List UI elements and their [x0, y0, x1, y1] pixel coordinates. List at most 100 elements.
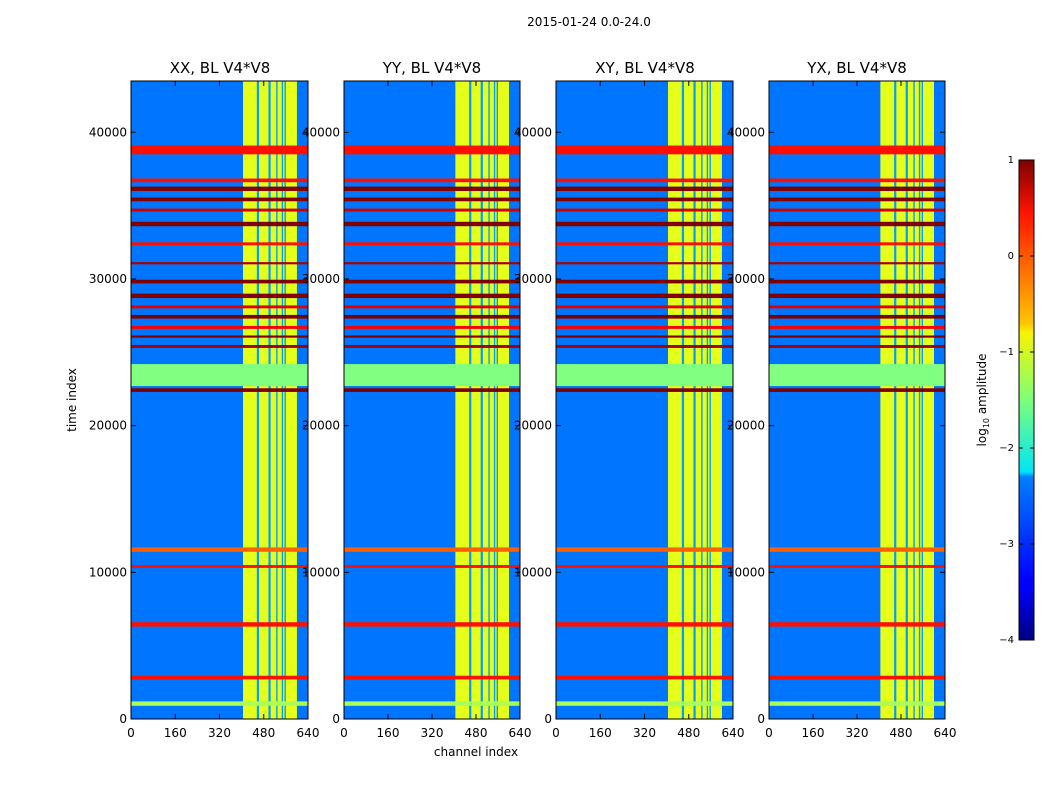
- x-tick-label: 160: [164, 726, 187, 740]
- x-tick-label: 160: [802, 726, 825, 740]
- panel: YX, BL V4*V8 0 10000 20000 30000 40000 0 160 3…: [727, 59, 957, 740]
- y-tick-label: 10000: [89, 565, 127, 579]
- x-tick-label: 320: [846, 726, 869, 740]
- y-tick-label: 20000: [727, 419, 765, 433]
- y-tick-label: 40000: [302, 125, 340, 139]
- colorbar-tick-label: −2: [999, 443, 1014, 454]
- rfi-row: [344, 293, 520, 299]
- channel-gap: [709, 81, 711, 719]
- rfi-row: [131, 565, 308, 568]
- rfi-row: [344, 675, 520, 680]
- y-tick-label: 10000: [727, 565, 765, 579]
- colorbar-tick-label: −4: [999, 635, 1014, 646]
- colorbar-gradient: [1018, 159, 1035, 641]
- y-ticks: 0 10000 20000 30000 40000: [514, 125, 733, 726]
- rfi-row: [556, 293, 733, 299]
- rfi-row: [131, 701, 308, 706]
- channel-gap: [281, 81, 284, 719]
- rfi-row: [344, 221, 520, 227]
- rfi-row: [556, 622, 733, 627]
- rfi-row: [769, 186, 945, 191]
- rfi-row: [344, 242, 520, 246]
- y-ticks: 0 10000 20000 30000 40000: [727, 125, 945, 726]
- x-tick-label: 640: [722, 726, 745, 740]
- panel: XX, BL V4*V8 0 10000 20000 30000 40000 0 160 3…: [89, 59, 320, 740]
- channel-gap: [681, 81, 685, 719]
- flag-band: [556, 364, 733, 387]
- rfi-row: [131, 675, 308, 680]
- channel-gap: [276, 81, 278, 719]
- rfi-row: [556, 701, 733, 706]
- x-tick-label: 320: [633, 726, 656, 740]
- rfi-row: [131, 345, 308, 348]
- rfi-row: [769, 145, 945, 155]
- x-tick-label: 0: [552, 726, 560, 740]
- rfi-row: [344, 262, 520, 265]
- heatmap-image: [131, 81, 308, 719]
- colorbar-tick-label: −1: [999, 347, 1014, 358]
- y-tick-label: 40000: [89, 125, 127, 139]
- channel-gap: [496, 81, 498, 719]
- rfi-row: [769, 242, 945, 246]
- rfi-row: [131, 186, 308, 191]
- y-tick-label: 40000: [727, 125, 765, 139]
- rfi-row: [769, 314, 945, 319]
- panel-title: YX, BL V4*V8: [806, 59, 907, 77]
- colorbar-tick-label: 0: [1008, 251, 1014, 262]
- channel-gap: [921, 81, 923, 719]
- y-tick-label: 10000: [302, 565, 340, 579]
- channel-gap: [918, 81, 921, 719]
- rfi-row: [769, 325, 945, 329]
- rfi-row: [131, 262, 308, 265]
- rfi-row: [769, 262, 945, 265]
- rfi-row: [556, 242, 733, 246]
- rfi-row: [344, 145, 520, 155]
- rfi-row: [769, 622, 945, 627]
- x-tick-label: 480: [890, 726, 913, 740]
- panel-title: XX, BL V4*V8: [170, 59, 271, 77]
- y-tick-label: 20000: [302, 419, 340, 433]
- rfi-row: [556, 388, 733, 392]
- rfi-row: [131, 197, 308, 202]
- rfi-row: [344, 305, 520, 309]
- rfi-row: [344, 314, 520, 319]
- channel-gap: [913, 81, 915, 719]
- colorbar-label-sub: 10: [982, 418, 991, 428]
- rfi-row: [131, 325, 308, 329]
- x-tick-label: 320: [208, 726, 231, 740]
- y-tick-label: 30000: [89, 272, 127, 286]
- rfi-row: [769, 293, 945, 299]
- x-tick-label: 0: [127, 726, 135, 740]
- rfi-row: [344, 279, 520, 284]
- rfi-row: [556, 279, 733, 284]
- panel-title: XY, BL V4*V8: [595, 59, 695, 77]
- y-tick-label: 20000: [89, 419, 127, 433]
- flag-band: [344, 364, 520, 387]
- channel-gap: [268, 81, 271, 719]
- y-ticks: 0 10000 20000 30000 40000: [89, 125, 308, 726]
- rfi-row: [344, 208, 520, 212]
- y-tick-label: 30000: [514, 272, 552, 286]
- channel-gap: [706, 81, 709, 719]
- rfi-row: [131, 314, 308, 319]
- rfi-row: [769, 345, 945, 348]
- x-ticks: 0 160 320 480 640: [552, 81, 744, 740]
- panel: XY, BL V4*V8 0 10000 20000 30000 40000 0 160 3…: [514, 59, 745, 740]
- x-tick-label: 640: [509, 726, 532, 740]
- rfi-row: [556, 221, 733, 227]
- channel-gap: [894, 81, 897, 719]
- colorbar-tick-label: −3: [999, 539, 1014, 550]
- rfi-row: [344, 622, 520, 627]
- rfi-row: [556, 314, 733, 319]
- rfi-row: [344, 345, 520, 348]
- rfi-row: [556, 345, 733, 348]
- colorbar-label-log: log: [975, 428, 989, 446]
- rfi-row: [131, 293, 308, 299]
- heatmap-image: [769, 81, 945, 719]
- rfi-row: [556, 325, 733, 329]
- figure-suptitle: 2015-01-24 0.0-24.0: [527, 15, 651, 29]
- y-tick-label: 30000: [727, 272, 765, 286]
- channel-gap: [256, 81, 260, 719]
- rfi-row: [131, 178, 308, 183]
- x-tick-label: 160: [589, 726, 612, 740]
